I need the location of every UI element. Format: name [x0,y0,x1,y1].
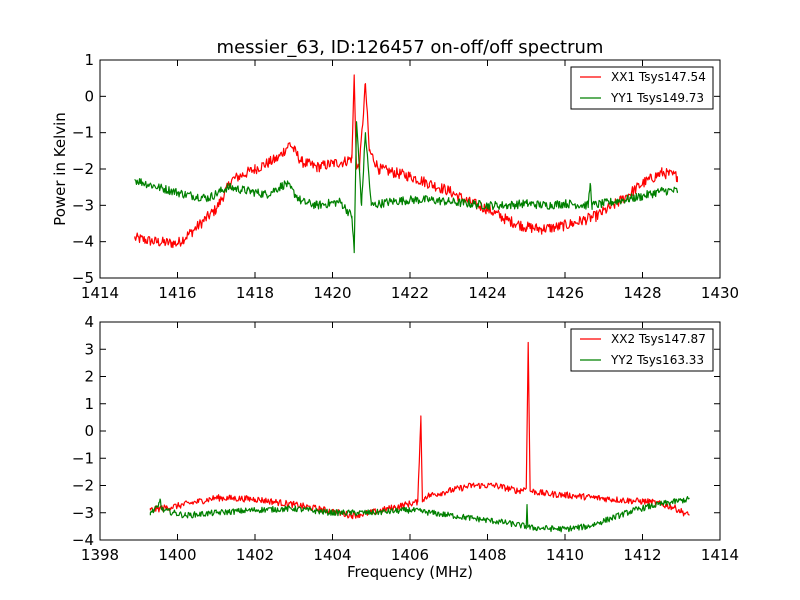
x-tick-label: 1430 [701,284,739,302]
y-tick-label: −4 [72,233,94,251]
y-tick-label: −4 [72,531,94,549]
y-tick-label: 0 [84,87,94,105]
x-tick-label: 1412 [623,546,661,564]
y-tick-label: 3 [84,340,94,358]
figure-title: messier_63, ID:126457 on-off/off spectru… [217,37,604,58]
y-tick-label: −1 [72,449,94,467]
series-line-xx2 [149,341,690,520]
legend-entry: XX2 Tsys147.87 [611,332,706,346]
series-line-yy1 [134,121,678,254]
chart-panel-2: 1398 1400 1402 1404 1406 1408 1410 1412 1414−4−3… [72,313,739,581]
x-tick-label: 1410 [546,546,584,564]
y-tick-label: 0 [84,422,94,440]
x-tick-label: 1418 [236,284,274,302]
y-tick-label: −2 [72,160,94,178]
legend-box [570,66,714,110]
x-tick-label: 1398 [81,546,119,564]
y-tick-label: 2 [84,368,94,386]
legend: XX1 Tsys147.54 YY1 Tsys149.73 [570,66,714,110]
x-tick-label: 1422 [391,284,429,302]
x-tick-label: 1400 [158,546,196,564]
series-line-xx1 [134,74,678,249]
x-tick-label: 1414 [81,284,119,302]
x-tick-label: 1428 [623,284,661,302]
x-tick-label: 1406 [391,546,429,564]
y-tick-label: −3 [72,504,94,522]
x-tick-label: 1416 [158,284,196,302]
legend: XX2 Tsys147.87 YY2 Tsys163.33 [570,328,714,372]
y-tick-label: −2 [72,477,94,495]
x-tick-label: 1408 [468,546,506,564]
legend-entry: YY1 Tsys149.73 [610,91,704,105]
x-tick-label: 1404 [313,546,351,564]
x-tick-label: 1420 [313,284,351,302]
y-axis-label: Power in Kelvin [51,112,69,226]
series-line-yy2 [149,495,690,533]
legend-box [570,328,714,372]
y-tick-label: 1 [84,395,94,413]
y-tick-label: −5 [72,269,94,287]
y-tick-label: 1 [84,51,94,69]
y-tick-label: −1 [72,124,94,142]
x-axis-label: Frequency (MHz) [347,563,473,581]
chart-panel-1: 1414 1416 1418 1420 1422 1424 1426 1428 1430 −5 −4… [51,51,739,302]
x-tick-label: 1414 [701,546,739,564]
legend-entry: XX1 Tsys147.54 [611,70,706,84]
x-tick-label: 1424 [468,284,506,302]
legend-entry: YY2 Tsys163.33 [610,353,704,367]
y-tick-label: 4 [84,313,94,331]
x-tick-label: 1426 [546,284,584,302]
y-tick-label: −3 [72,196,94,214]
x-tick-label: 1402 [236,546,274,564]
